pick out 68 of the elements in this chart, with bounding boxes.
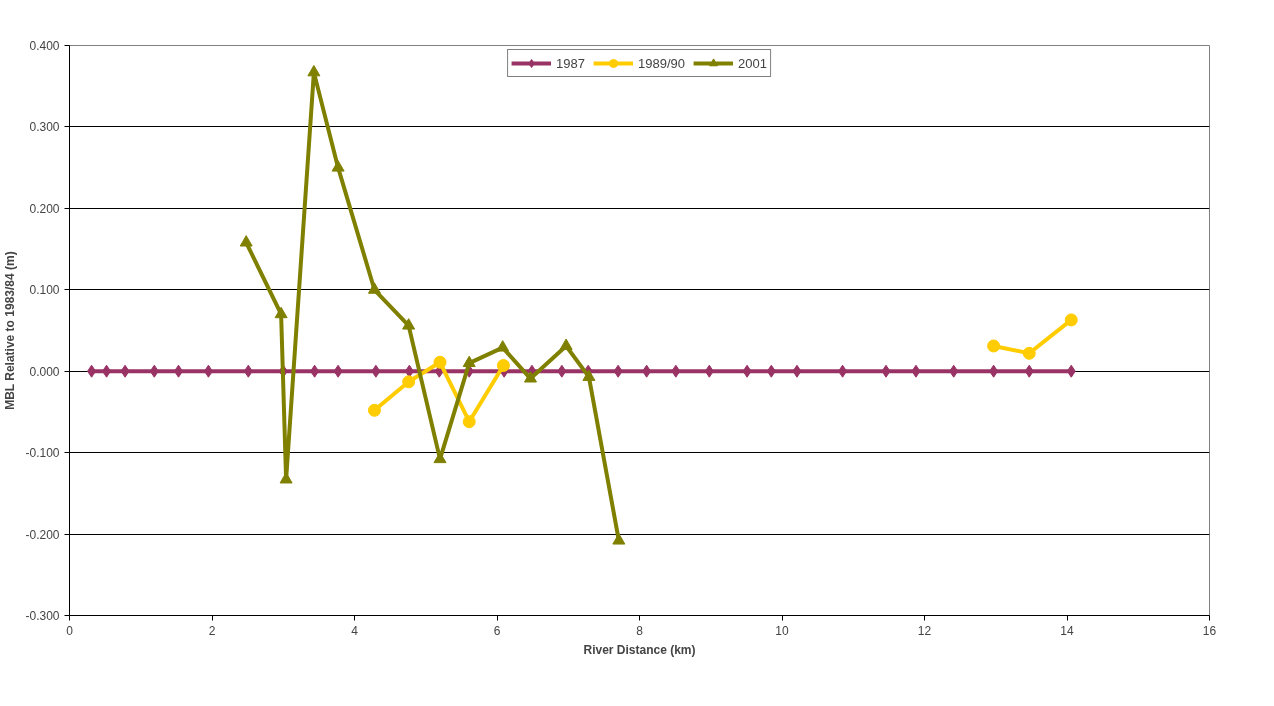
point [496,359,510,372]
x-tick-label: 6 [493,623,501,638]
point [367,403,381,417]
y-tick-label: 0.300 [29,120,60,135]
point [766,364,776,378]
point [612,533,626,545]
y-tick-label: 0.000 [29,364,60,379]
point [642,364,652,378]
point [742,364,752,378]
point [582,369,596,381]
point [433,355,447,369]
point [203,364,213,378]
point [402,318,416,330]
point [404,364,414,378]
point [333,364,343,378]
point [367,282,381,294]
point [1064,313,1078,327]
point [274,306,288,319]
point [310,364,320,378]
legend-label: 2001 [738,55,767,71]
point [1024,364,1034,378]
point [102,364,112,378]
y-tick-label: -0.300 [25,609,60,623]
x-tick-label: 16 [1202,623,1217,638]
point [371,364,381,378]
point [462,415,476,429]
point [402,375,416,389]
point [1066,364,1076,378]
point [559,338,573,350]
legend-label: 1989/90 [638,55,685,71]
point [87,364,97,378]
x-tick-label: 8 [636,623,644,638]
point [949,364,959,378]
legend-label: 1987 [556,55,585,71]
x-axis-title: River Distance (km) [583,642,696,657]
y-axis-title: MBL Relative to 1983/84 (m) [3,251,18,410]
point [792,364,802,378]
point [881,364,891,378]
point [331,160,345,172]
point [671,364,681,378]
point [149,364,159,378]
y-tick-label: -0.200 [25,527,60,542]
point [613,364,623,378]
point [911,364,921,378]
x-tick-label: 10 [775,623,789,638]
point [462,355,476,368]
point [704,364,714,378]
point [987,339,1001,353]
point [239,235,253,247]
x-tick-label: 14 [1060,623,1074,638]
x-tick-label: 4 [351,623,359,638]
point [120,364,130,378]
point [496,340,510,352]
point [557,364,567,378]
y-tick-label: 0.400 [29,39,60,53]
point [243,364,253,378]
point [523,371,537,383]
x-tick-label: 12 [917,623,932,638]
point [307,64,321,77]
x-tick-label: 0 [66,623,74,638]
y-tick-label: 0.200 [29,201,60,216]
y-tick-label: 0.100 [29,283,60,298]
point [838,364,848,378]
point [174,364,184,378]
y-tick-label: -0.100 [25,446,60,461]
point [1022,346,1036,360]
x-tick-label: 2 [208,623,216,638]
point [989,364,999,378]
